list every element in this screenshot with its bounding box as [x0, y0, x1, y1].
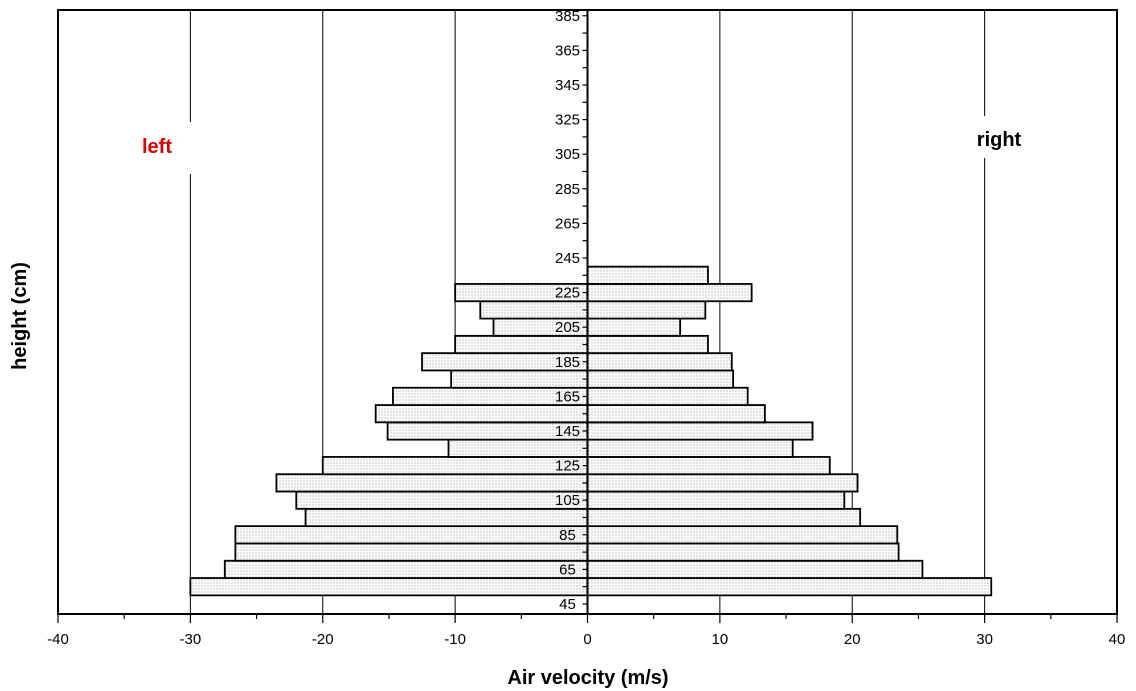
bar-left-55: [189, 577, 589, 597]
bar-right-85: [586, 525, 899, 545]
vertical-gridlines: [120, 10, 1045, 614]
x-axis-ticks: -40 -30 -20 -10 0 10 20 30 40: [47, 614, 1125, 648]
bar-right-195: [586, 334, 709, 355]
y-tick-label-385: 385: [555, 8, 580, 25]
bars-group: [189, 265, 993, 597]
bar-left-215: [479, 300, 589, 320]
bar-left-95: [304, 507, 589, 528]
y-tick-label-345: 345: [555, 77, 580, 94]
y-tick-label-205: 205: [555, 319, 580, 336]
right-side-label: right: [977, 129, 1022, 151]
y-tick-label-65: 65: [559, 561, 576, 578]
x-tick-label-20: 20: [844, 631, 861, 648]
bar-left-135: [447, 438, 589, 458]
y-tick-label-145: 145: [555, 423, 580, 440]
bar-right-175: [586, 369, 735, 389]
x-tick-label--40: -40: [47, 631, 69, 648]
y-tick-label-85: 85: [559, 527, 576, 544]
x-tick-label--10: -10: [444, 631, 466, 648]
y-tick-label-245: 245: [555, 250, 580, 267]
bar-right-65: [586, 559, 924, 579]
bar-left-85: [234, 525, 589, 545]
bar-right-215: [586, 300, 707, 320]
y-tick-label-285: 285: [555, 181, 580, 198]
y-tick-label-165: 165: [555, 388, 580, 405]
x-tick-label-10: 10: [712, 631, 729, 648]
bar-right-225: [586, 283, 753, 303]
y-axis-ticks: 45 65 85 105 125 145 165 185 205 225 245 265 285 305 3…: [555, 8, 580, 613]
x-tick-label--30: -30: [180, 631, 202, 648]
x-tick-label-0: 0: [583, 631, 591, 648]
bar-right-205: [586, 317, 682, 337]
bar-left-105: [295, 490, 589, 510]
bar-right-125: [586, 456, 831, 476]
bar-right-155: [586, 404, 766, 424]
bar-right-145: [586, 421, 814, 441]
bar-left-125: [321, 456, 589, 476]
x-axis-title: Air velocity (m/s): [507, 667, 668, 689]
bar-right-135: [586, 438, 794, 458]
y-tick-label-125: 125: [555, 458, 580, 475]
y-axis-title: height (cm): [9, 262, 31, 370]
x-tick-label-40: 40: [1109, 631, 1126, 648]
bar-right-105: [586, 490, 846, 510]
left-side-label: left: [142, 136, 172, 158]
bar-right-75: [586, 542, 900, 562]
y-tick-label-265: 265: [555, 215, 580, 232]
bar-left-65: [223, 559, 589, 579]
y-tick-label-105: 105: [555, 492, 580, 509]
bar-right-165: [586, 386, 749, 406]
x-tick-label-30: 30: [976, 631, 993, 648]
bar-right-235: [586, 265, 709, 285]
bar-right-185: [586, 352, 733, 372]
bar-left-195: [454, 334, 589, 355]
bar-right-95: [586, 507, 862, 528]
y-tick-label-365: 365: [555, 42, 580, 59]
center-axis-group: [582, 10, 589, 614]
y-tick-label-305: 305: [555, 146, 580, 163]
bar-left-115: [275, 473, 589, 493]
bar-left-75: [234, 542, 589, 562]
left-label-bg: [120, 122, 195, 174]
y-tick-label-325: 325: [555, 112, 580, 129]
right-label-bg: [955, 116, 1045, 158]
y-tick-label-185: 185: [555, 354, 580, 371]
bar-left-155: [374, 404, 589, 424]
y-tick-label-45: 45: [559, 596, 576, 613]
bar-right-115: [586, 473, 859, 493]
bar-right-55: [586, 577, 993, 597]
x-tick-label--20: -20: [312, 631, 334, 648]
y-tick-label-225: 225: [555, 285, 580, 302]
bar-left-175: [450, 369, 589, 389]
